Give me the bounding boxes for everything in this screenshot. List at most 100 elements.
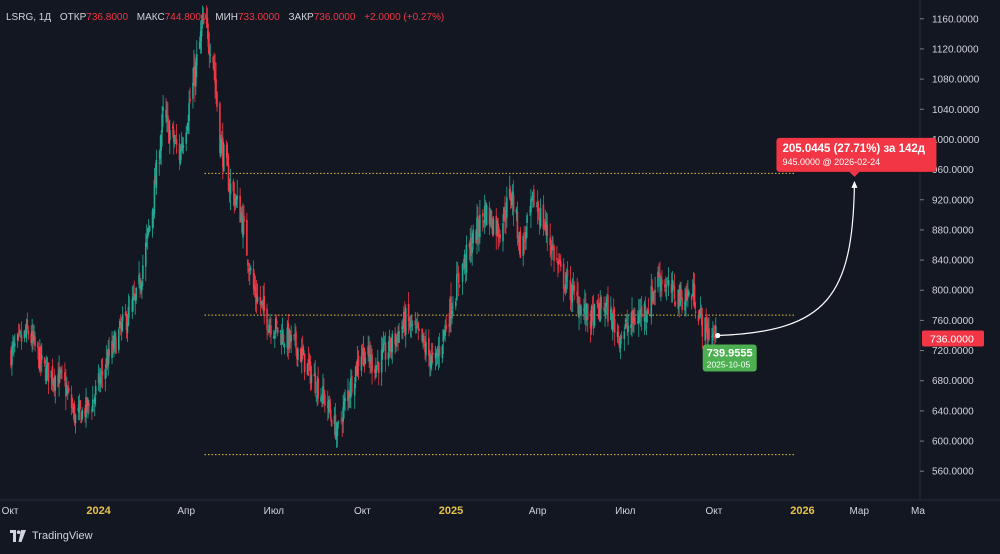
candle-body	[293, 334, 295, 336]
candle-body	[481, 213, 484, 217]
projection-target-label	[776, 137, 937, 172]
candle-body	[699, 308, 702, 316]
candle-body	[180, 146, 183, 150]
candle-body	[476, 217, 478, 240]
candle-body	[657, 271, 659, 288]
candle-body	[591, 308, 594, 309]
candle-body	[563, 288, 566, 291]
projection-curve[interactable]	[717, 184, 856, 337]
candle-body	[178, 143, 181, 160]
candle-body	[389, 337, 392, 351]
candle-body	[461, 264, 464, 282]
symbol-label[interactable]: LSRG, 1Д	[6, 12, 52, 23]
candle-body	[133, 293, 136, 298]
candle-body	[268, 324, 270, 333]
candle-body	[537, 213, 540, 215]
projection-start-point[interactable]	[715, 332, 721, 339]
candle-body	[525, 226, 527, 240]
candle-body	[344, 397, 346, 402]
candle-body	[637, 313, 640, 324]
candle-body	[431, 352, 434, 355]
candle-body	[171, 126, 174, 129]
candle-body	[517, 240, 520, 243]
candle-body	[536, 202, 539, 212]
last-price-badge	[922, 330, 984, 347]
tradingview-branding[interactable]: TradingView	[10, 530, 93, 542]
candle-body	[644, 306, 647, 318]
candle-body	[341, 423, 343, 425]
candle-body	[660, 278, 662, 292]
candle-body	[627, 325, 629, 333]
y-tick-label: 640.0000	[932, 406, 974, 417]
candle-body	[376, 365, 378, 371]
candle-body	[395, 336, 397, 347]
candle-body	[360, 356, 363, 371]
close-label: ЗАКР	[288, 12, 314, 23]
candle-body	[27, 330, 30, 335]
candle-body	[240, 213, 242, 220]
candle-body	[457, 273, 460, 283]
candle-body	[276, 327, 279, 334]
candle-body	[64, 372, 66, 381]
candle-body	[134, 295, 136, 301]
change-value: +2.0000 (+0.27%)	[364, 12, 445, 23]
candle-body	[47, 362, 50, 382]
x-tick-label: Ма	[911, 506, 925, 517]
candle-body	[241, 212, 243, 233]
candle-body	[274, 318, 277, 333]
candle-body	[71, 408, 74, 409]
candle-body	[381, 348, 384, 353]
candle-body	[146, 228, 149, 239]
candle-body	[40, 346, 42, 364]
candle-body	[80, 412, 83, 424]
candle-body	[701, 316, 704, 337]
candle-body	[39, 347, 41, 371]
candle-body	[679, 284, 681, 306]
candle-body	[232, 181, 235, 192]
candle-body	[645, 315, 648, 322]
candle-body	[92, 400, 95, 401]
candle-body	[214, 69, 216, 83]
candle-body	[664, 289, 667, 292]
candle-body	[172, 129, 175, 143]
candle-body	[375, 366, 377, 378]
candle-body	[396, 334, 398, 336]
candle-body	[544, 223, 547, 228]
candle-body	[91, 409, 93, 412]
candle-body	[489, 212, 492, 224]
candle-body	[301, 347, 304, 354]
candle-body	[556, 257, 558, 260]
candle-body	[326, 401, 329, 409]
candle-body	[488, 207, 491, 225]
candle-body	[515, 209, 518, 214]
candle-body	[362, 348, 365, 357]
candle-body	[552, 246, 554, 249]
candle-body	[354, 366, 357, 383]
candle-body	[526, 215, 528, 224]
candle-body	[562, 263, 565, 289]
candle-body	[697, 315, 700, 321]
candle-body	[700, 307, 703, 315]
candle-body	[671, 279, 674, 292]
candle-body	[10, 350, 12, 366]
candle-body	[113, 335, 115, 348]
candle-body	[159, 148, 162, 160]
candle-body	[646, 312, 649, 314]
candle-body	[179, 147, 182, 164]
candle-body	[32, 330, 34, 341]
candle-body	[88, 402, 90, 406]
candle-body	[569, 280, 572, 300]
candle-body	[690, 295, 693, 300]
candle-body	[634, 317, 636, 325]
candle-body	[570, 295, 573, 300]
candle-body	[327, 399, 330, 413]
candle-body	[363, 348, 366, 367]
candle-body	[236, 195, 239, 200]
candle-body	[54, 376, 57, 391]
candle-body	[65, 382, 67, 397]
candle-body	[505, 217, 507, 220]
candle-body	[684, 301, 686, 311]
y-tick-label: 800.0000	[932, 286, 974, 297]
